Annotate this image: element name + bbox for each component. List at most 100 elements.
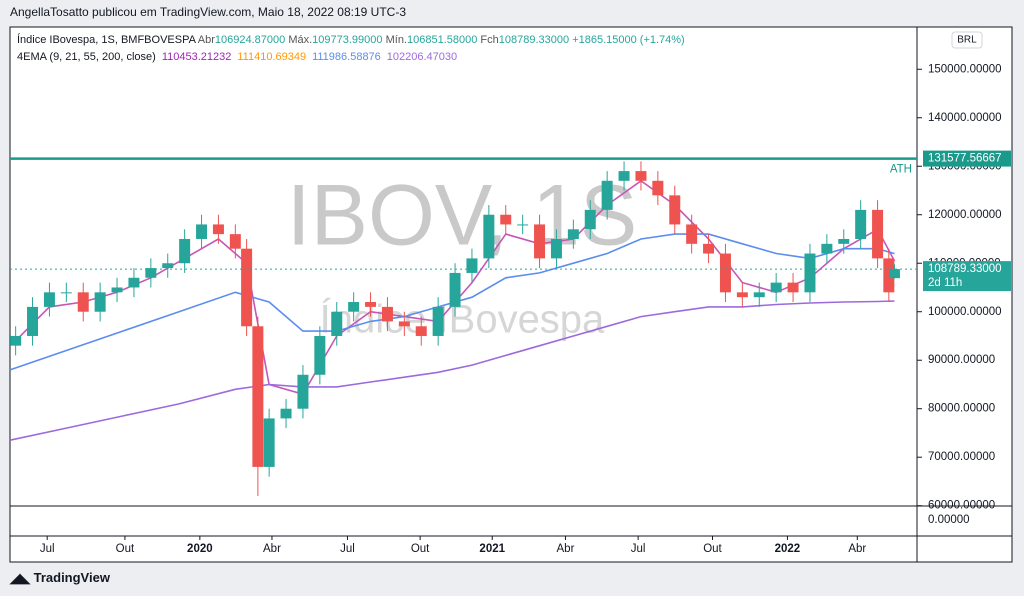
candle-body	[145, 268, 157, 278]
currency-box[interactable]	[951, 31, 983, 49]
watermark-sub: Índice IBovespa	[320, 297, 605, 342]
candle-body	[736, 292, 748, 298]
candle-body	[483, 214, 495, 259]
x-tick-label: 2022	[775, 543, 801, 555]
x-tick-label: Abr	[557, 543, 575, 555]
y-tick-label: 120000.00000	[928, 209, 1002, 221]
candle-body	[669, 195, 681, 225]
y-tick-label: 150000.00000	[928, 63, 1002, 75]
candle-body	[584, 209, 596, 230]
x-tick-label: Jul	[340, 543, 355, 555]
candle-body	[252, 326, 264, 467]
candle-body	[652, 180, 664, 196]
currency[interactable]: BRL	[957, 35, 977, 46]
x-tick-label: Out	[703, 543, 722, 555]
candle-body	[43, 292, 55, 307]
candle-body	[618, 171, 630, 181]
change: +1865.15000 (+1.74%)	[572, 34, 685, 46]
caption: AngellaTosatto publicou em TradingView.c…	[10, 5, 406, 19]
candle-body	[855, 209, 867, 239]
candle-body	[804, 253, 816, 293]
x-tick-label: Out	[411, 543, 430, 555]
lower-pane-tick: 0.00000	[928, 514, 970, 526]
x-tick-label: 2020	[187, 543, 213, 555]
candle-body	[753, 292, 765, 298]
candle-body	[331, 311, 343, 336]
y-tick-label: 140000.00000	[928, 112, 1002, 124]
candle-body	[10, 335, 22, 346]
x-tick-label: Jul	[40, 543, 55, 555]
candle-body	[567, 229, 579, 239]
candle-body	[179, 238, 191, 264]
ema-line	[9, 233, 895, 371]
candle-body	[365, 302, 377, 307]
ema-line	[9, 300, 895, 441]
candle-body	[229, 234, 241, 249]
high-label: Máx.	[288, 34, 312, 46]
indicator-value: 110453.21232	[162, 51, 232, 63]
ath-label: ATH	[890, 164, 912, 176]
x-tick-label: Jul	[631, 543, 646, 555]
indicator-value: 111986.58876	[312, 51, 381, 63]
candle-body	[212, 224, 224, 235]
candle-body	[500, 214, 512, 225]
ath-tag-label: 131577.56667	[928, 153, 1002, 165]
candle-body	[449, 272, 461, 307]
candle-body	[263, 418, 275, 467]
candle-body	[381, 306, 393, 322]
candle-body	[872, 209, 884, 259]
candle-body	[314, 335, 326, 375]
candle-body	[27, 306, 39, 336]
candle-body	[77, 292, 89, 312]
candle-body	[94, 292, 106, 312]
y-tick-label: 70000.00000	[928, 451, 995, 463]
candle-body	[128, 277, 140, 288]
x-tick-label: Abr	[848, 543, 866, 555]
x-tick-label: Out	[116, 543, 135, 555]
y-tick-label: 100000.00000	[928, 306, 1002, 318]
candle-body	[838, 238, 850, 244]
footer-logo: ◢◣ TradingView	[9, 570, 111, 585]
candle-body	[280, 408, 292, 419]
candle-body	[821, 243, 833, 254]
y-tick-label: 80000.00000	[928, 403, 995, 415]
candle-body	[60, 292, 72, 294]
candle-body	[787, 282, 799, 293]
symbol: Índice IBovespa, 1S, BMFBOVESPA	[17, 33, 197, 46]
candle-body	[703, 243, 715, 254]
y-tick-label: 60000.00000	[928, 500, 995, 512]
candle-body	[111, 287, 123, 293]
countdown: 2d 11h	[928, 277, 962, 289]
high-value: 109773.99000	[312, 34, 382, 46]
candle-body	[601, 180, 613, 210]
x-tick-label: Abr	[263, 543, 281, 555]
candle-body	[719, 253, 731, 293]
candle-body	[686, 224, 698, 244]
candle-body	[398, 321, 410, 327]
candle-body	[432, 306, 444, 336]
plot: IBOV, 1S Índice IBovespa	[9, 161, 900, 497]
candle-body	[196, 224, 208, 239]
last-price-label: 108789.33000	[928, 263, 1002, 275]
open-label: Abr	[198, 34, 215, 46]
y-tick-label: 90000.00000	[928, 354, 995, 366]
open-value: 106924.87000	[215, 34, 285, 46]
ath-tag	[923, 150, 1011, 167]
close-label: Fch	[480, 34, 498, 46]
candle-body	[241, 248, 253, 327]
last-price-tag	[923, 261, 1011, 292]
indicator-name: 4EMA (9, 21, 55, 200, close)	[17, 51, 156, 63]
low-label: Mín.	[386, 34, 407, 46]
low-value: 106851.58000	[407, 34, 477, 46]
candle-body	[635, 171, 647, 181]
candle-body	[297, 374, 309, 409]
candle-body	[888, 269, 900, 279]
candle-body	[534, 224, 546, 259]
x-tick-label: 2021	[479, 543, 505, 555]
candle-body	[550, 238, 562, 259]
candle-body	[466, 258, 478, 273]
indicator-value: 102206.47030	[387, 51, 457, 63]
footer: TradingView	[34, 570, 111, 585]
legend-line: Índice IBovespa, 1S, BMFBOVESPA Abr10692…	[17, 33, 685, 46]
candle-body	[517, 224, 529, 226]
